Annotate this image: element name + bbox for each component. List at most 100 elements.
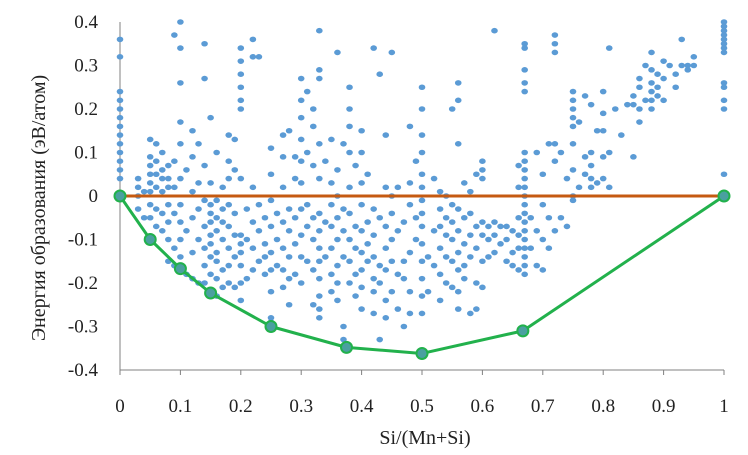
scatter-point [406, 288, 414, 295]
scatter-point [382, 184, 390, 191]
scatter-point [279, 284, 287, 291]
scatter-point [358, 284, 365, 291]
scatter-point [467, 310, 474, 317]
scatter-point [267, 249, 275, 256]
scatter-point [346, 149, 353, 156]
scatter-point [418, 275, 426, 282]
scatter-point [213, 275, 220, 282]
scatter-point [448, 236, 456, 243]
scatter-point [539, 267, 547, 273]
scatter-point [648, 49, 655, 56]
scatter-point [219, 206, 226, 212]
scatter-point [279, 184, 287, 191]
scatter-point [521, 167, 528, 173]
scatter-point [442, 214, 450, 221]
scatter-point [720, 106, 728, 112]
scatter-point [593, 127, 601, 134]
scatter-point [720, 19, 728, 25]
scatter-point [473, 223, 480, 230]
scatter-point [569, 197, 577, 204]
scatter-point [237, 241, 245, 247]
scatter-point [575, 119, 583, 125]
scatter-point [684, 67, 692, 73]
hull-point [204, 286, 218, 300]
scatter-point [189, 249, 196, 256]
scatter-point [225, 201, 233, 208]
scatter-point [237, 232, 245, 238]
scatter-point [279, 267, 287, 273]
x-tick-labels: 0 0.1 0.2 0.3 0.4 0.5 0.6 0.7 0.8 0.9 1 [115, 396, 729, 417]
scatter-point [473, 245, 480, 251]
scatter-point [491, 219, 498, 225]
scatter-point [503, 236, 510, 243]
scatter-point [521, 210, 528, 217]
scatter-point [551, 228, 559, 234]
scatter-point [400, 258, 408, 265]
scatter-point [406, 180, 414, 186]
scatter-point [225, 175, 233, 182]
x-tick-label: 0.8 [591, 396, 615, 417]
scatter-point [569, 141, 577, 147]
scatter-point [418, 84, 426, 91]
scatter-point [358, 249, 365, 256]
scatter-point [340, 254, 347, 260]
scatter-point [479, 175, 486, 182]
scatter-point [158, 188, 166, 195]
scatter-point [189, 188, 196, 195]
scatter-point [297, 254, 305, 260]
scatter-point [177, 236, 184, 243]
scatter-point [165, 219, 172, 225]
scatter-point [316, 306, 323, 312]
scatter-point [273, 236, 281, 243]
scatter-point [219, 284, 226, 291]
x-tick-label: 0.7 [531, 396, 555, 417]
scatter-point [309, 162, 317, 169]
scatter-point [720, 36, 728, 43]
scatter-point [454, 306, 462, 312]
scatter-point [521, 262, 528, 269]
scatter-point [406, 123, 414, 130]
scatter-point [485, 236, 492, 243]
scatter-point [636, 75, 643, 82]
scatter-point [195, 236, 202, 243]
scatter-point [418, 149, 426, 156]
scatter-point [134, 206, 142, 212]
convex-hull [113, 189, 731, 360]
scatter-point [249, 245, 257, 251]
scatter-point [720, 84, 728, 91]
scatter-point [370, 45, 377, 51]
scatter-point [297, 114, 305, 121]
scatter-point [436, 223, 444, 230]
scatter-point [237, 58, 245, 64]
scatter-point [237, 45, 245, 51]
scatter-point [207, 241, 214, 247]
scatter-point [322, 158, 329, 164]
scatter-point [177, 19, 184, 25]
scatter-point [334, 214, 341, 221]
scatter-point [225, 262, 233, 269]
scatter-point [581, 154, 589, 160]
scatter-point [654, 93, 661, 99]
scatter-point [394, 228, 402, 234]
scatter-point [515, 232, 522, 238]
scatter-point [376, 262, 384, 269]
scatter-point [581, 93, 589, 99]
y-tick-label: 0.2 [74, 99, 98, 120]
scatter-point [648, 80, 655, 86]
scatter-point [436, 188, 444, 195]
scatter-point [454, 228, 462, 234]
scatter-point [195, 180, 202, 186]
scatter-point [346, 84, 353, 91]
scatter-point [533, 262, 541, 269]
scatter-point [309, 301, 317, 308]
scatter-point [201, 280, 208, 286]
scatter-point [648, 97, 655, 104]
scatter-point [116, 175, 124, 182]
scatter-point [334, 49, 341, 56]
scatter-point [297, 136, 305, 143]
scatter-point [533, 228, 541, 234]
scatter-point [370, 254, 377, 260]
scatter-point [436, 206, 444, 212]
scatter-point [587, 184, 595, 191]
scatter-point [291, 241, 299, 247]
